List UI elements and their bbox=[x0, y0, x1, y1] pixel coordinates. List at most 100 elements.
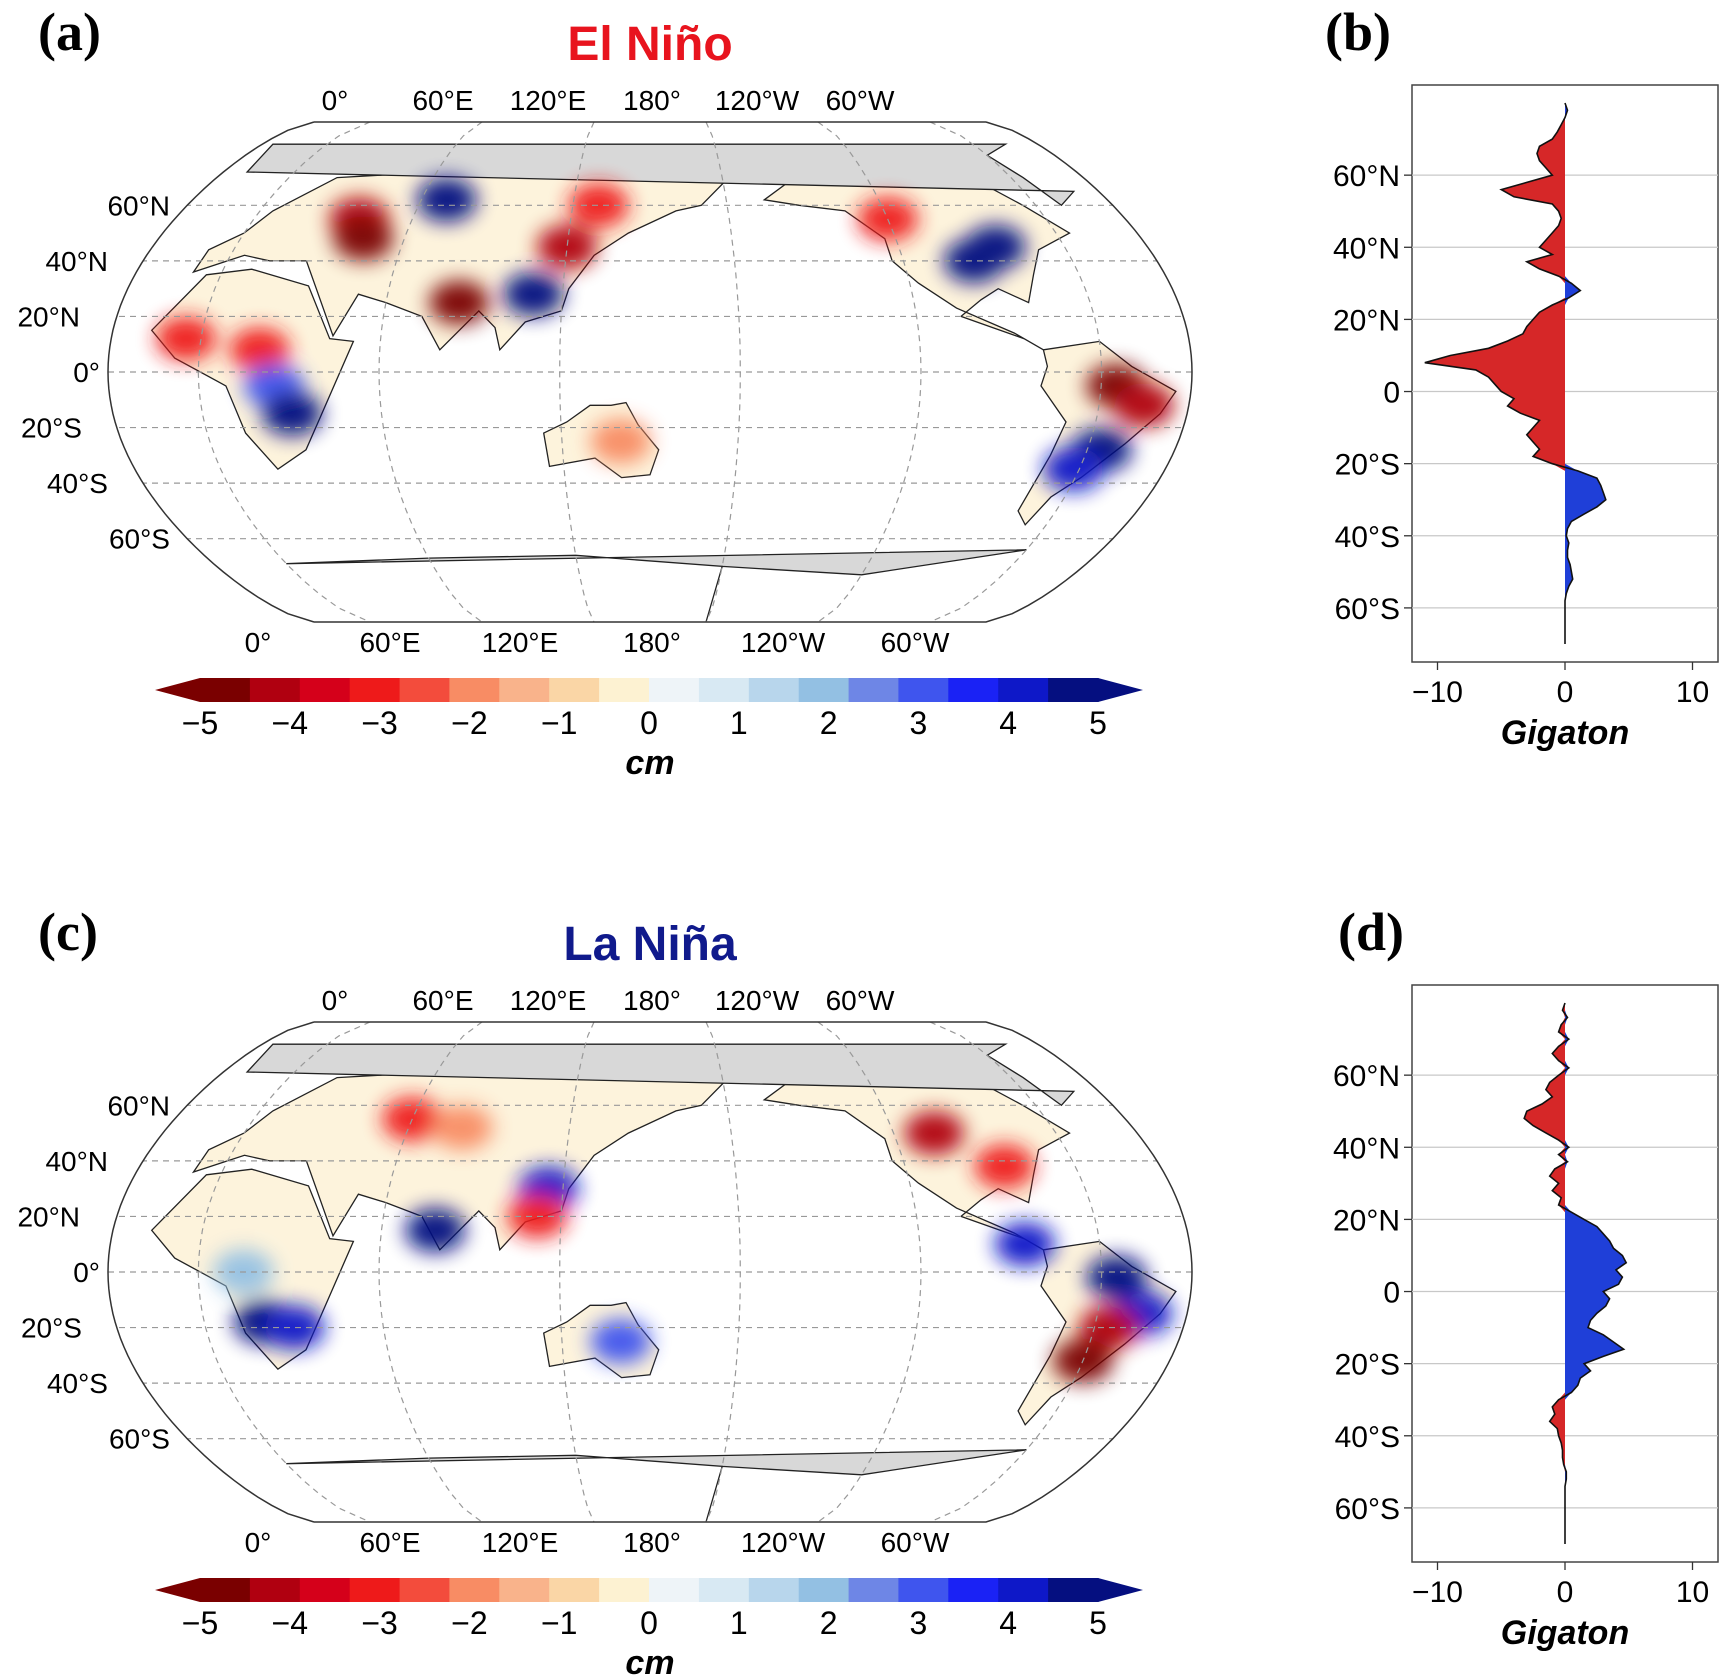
anomaly-blob bbox=[262, 391, 322, 436]
anomaly-blob bbox=[416, 177, 477, 222]
colorbar-extend-low bbox=[155, 678, 200, 702]
colorbar-segment bbox=[399, 678, 451, 702]
anomaly-blob bbox=[965, 225, 1026, 269]
colorbar-la-nina: −5 −4 −3 −2 −1 0 1 2 3 4 5 cm bbox=[155, 1578, 1143, 1675]
profile-plot-b: 60°N 40°N 20°N 0 20°S 40°S 60°S −10 0 10 Gigaton bbox=[1333, 84, 1719, 752]
latitude-label: 60°N bbox=[107, 1090, 170, 1121]
colorbar-segment bbox=[798, 678, 850, 702]
colorbar-segment bbox=[499, 678, 550, 702]
profile-xlabel: Gigaton bbox=[1501, 714, 1629, 752]
colorbar-tick-label: −2 bbox=[451, 705, 487, 741]
latitude-label: 60°S bbox=[109, 524, 170, 555]
longitude-gridline bbox=[929, 122, 1103, 622]
profile-ytick-label: 20°N bbox=[1333, 1204, 1400, 1237]
top-longitude-label: 60°E bbox=[412, 985, 473, 1016]
colorbar-segment bbox=[698, 1578, 750, 1602]
land-shape bbox=[245, 143, 1076, 207]
anomaly-blob bbox=[1113, 383, 1174, 428]
panel-label-d: (d) bbox=[1338, 902, 1404, 962]
latitude-label: 20°N bbox=[17, 1201, 80, 1232]
longitude-gridline bbox=[559, 1022, 595, 1522]
latitude-label: 20°S bbox=[21, 413, 82, 444]
latitude-label: 40°S bbox=[47, 468, 108, 499]
colorbar-segment bbox=[200, 1578, 251, 1602]
profile-plot-d: 60°N 40°N 20°N 0 20°S 40°S 60°S −10 0 10 Gigaton bbox=[1333, 984, 1719, 1652]
colorbar-segment bbox=[698, 678, 750, 702]
profile-xtick-label: −10 bbox=[1412, 676, 1463, 709]
longitude-gridline bbox=[817, 1022, 922, 1522]
profile-positive-area bbox=[1565, 103, 1606, 644]
colorbar-tick-label: 1 bbox=[730, 705, 748, 741]
colorbar-tick-label: 4 bbox=[999, 1605, 1017, 1641]
anomaly-blob bbox=[1043, 447, 1104, 492]
profile-ytick-label: 60°N bbox=[1333, 160, 1400, 193]
colorbar-tick-label: 5 bbox=[1089, 1605, 1107, 1641]
anomaly-blob bbox=[429, 280, 490, 325]
top-longitude-label: 120°E bbox=[510, 985, 587, 1016]
anomaly-blob bbox=[264, 1305, 325, 1350]
colorbar-tick-label: −5 bbox=[182, 705, 218, 741]
colorbar-tick-label: 3 bbox=[910, 1605, 928, 1641]
longitude-gridline bbox=[197, 1022, 371, 1522]
anomaly-blob bbox=[432, 1105, 493, 1150]
colorbar-tick-label: 5 bbox=[1089, 705, 1107, 741]
colorbar-extend-low bbox=[155, 1578, 200, 1602]
colorbar-tick-label: −1 bbox=[541, 705, 577, 741]
profile-ytick-label: 20°N bbox=[1333, 304, 1400, 337]
world-map-la-nina: 0° 60°E 120°E 180° 120°W 60°W 0° 60°E 120°E 180° 1… bbox=[17, 985, 1193, 1558]
latitude-label: 40°N bbox=[45, 1146, 108, 1177]
colorbar-segment bbox=[399, 1578, 451, 1602]
profile-ytick-label: 0 bbox=[1383, 377, 1400, 410]
colorbar-segment bbox=[249, 678, 301, 702]
zonal-profile-d: (d) 60°N 40°N 20°N 0 20°S 40°S 60°S −10 0 10 Gigat… bbox=[1333, 902, 1719, 1652]
colorbar-tick-label: −3 bbox=[361, 1605, 397, 1641]
latitude-label: 40°S bbox=[47, 1368, 108, 1399]
profile-xtick-label: 10 bbox=[1676, 1576, 1709, 1609]
colorbar-tick-label: 1 bbox=[730, 1605, 748, 1641]
colorbar-segment bbox=[1048, 678, 1099, 702]
top-longitude-label: 120°E bbox=[510, 85, 587, 116]
profile-xtick-label: 10 bbox=[1676, 676, 1709, 709]
map-title-la-nina: La Niña bbox=[563, 918, 737, 971]
longitude-gridline bbox=[817, 122, 922, 622]
map-frame bbox=[107, 121, 1193, 623]
colorbar-tick-label: 3 bbox=[910, 705, 928, 741]
bottom-longitude-label: 0° bbox=[245, 627, 272, 658]
colorbar-extend-high bbox=[1098, 678, 1143, 702]
colorbar-segment bbox=[848, 1578, 900, 1602]
bottom-longitude-label: 60°W bbox=[881, 1527, 950, 1558]
top-longitude-label: 60°W bbox=[826, 85, 895, 116]
latitude-label: 40°N bbox=[45, 246, 108, 277]
anomaly-blob bbox=[229, 327, 290, 372]
bottom-longitude-label: 60°W bbox=[881, 627, 950, 658]
colorbar-label: cm bbox=[625, 1644, 674, 1675]
profile-ytick-label: 60°N bbox=[1333, 1060, 1400, 1093]
bottom-longitude-label: 120°W bbox=[741, 1527, 826, 1558]
colorbar-segment bbox=[748, 678, 800, 702]
colorbar-segment bbox=[798, 1578, 850, 1602]
longitude-gridline bbox=[378, 122, 483, 622]
profile-xtick-label: 0 bbox=[1557, 676, 1574, 709]
colorbar-tick-label: −1 bbox=[541, 1605, 577, 1641]
anomaly-blob bbox=[974, 1144, 1035, 1189]
top-longitude-label: 0° bbox=[322, 85, 349, 116]
anomaly-blob bbox=[333, 216, 394, 261]
latitude-label: 0° bbox=[73, 357, 100, 388]
zonal-profile-b: (b) 60°N 40°N 20°N 0 20°S 40°S 60°S −10 0 10 Gigat… bbox=[1325, 2, 1719, 752]
colorbar-segment bbox=[948, 678, 999, 702]
anomaly-blob bbox=[590, 1319, 651, 1364]
world-map-el-nino: 0° 60°E 120°E 180° 120°W 60°W 0° 60°E 120°E 180° 1… bbox=[17, 85, 1193, 658]
colorbar-tick-label: 2 bbox=[820, 1605, 838, 1641]
colorbar-tick-label: 2 bbox=[820, 705, 838, 741]
anomaly-blob bbox=[994, 1222, 1055, 1267]
profile-line bbox=[1424, 102, 1607, 644]
colorbar-segment bbox=[349, 1578, 401, 1602]
top-longitude-label: 0° bbox=[322, 985, 349, 1016]
colorbar-segment bbox=[299, 1578, 351, 1602]
bottom-longitude-label: 180° bbox=[623, 627, 681, 658]
longitude-gridline bbox=[559, 122, 595, 622]
colorbar-segment bbox=[898, 678, 949, 702]
anomaly-blob bbox=[156, 316, 216, 361]
bottom-longitude-label: 60°E bbox=[359, 627, 420, 658]
